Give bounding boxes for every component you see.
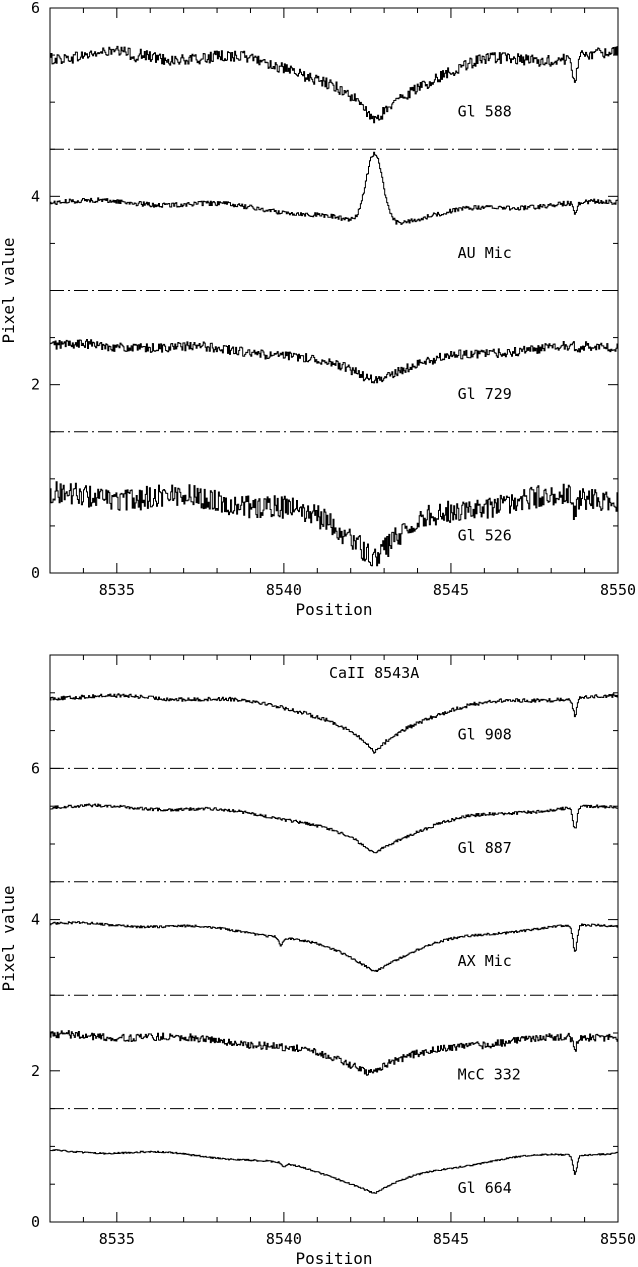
spectrum-line [50, 1149, 619, 1194]
spectrum-line [50, 921, 618, 972]
series-label: AU Mic [458, 244, 512, 262]
x-tick-label: 8535 [99, 1230, 135, 1248]
y-tick-label: 2 [31, 1062, 40, 1080]
y-tick-label: 4 [31, 911, 40, 929]
x-tick-label: 8550 [600, 581, 636, 599]
y-axis-label: Pixel value [0, 238, 18, 344]
series-label: McC 332 [458, 1066, 521, 1084]
spectrum-line [50, 693, 618, 754]
spectrum-line [50, 339, 619, 384]
x-tick-label: 8550 [600, 1230, 636, 1248]
x-tick-label: 8535 [99, 581, 135, 599]
y-tick-label: 6 [31, 0, 40, 17]
x-tick-label: 8540 [266, 581, 302, 599]
y-tick-label: 0 [31, 1213, 40, 1231]
y-tick-label: 0 [31, 564, 40, 582]
y-tick-label: 6 [31, 759, 40, 777]
spectrum-line [50, 481, 619, 567]
panel-title: CaII 8543A [329, 664, 419, 682]
spectrum-line [50, 45, 619, 124]
y-tick-label: 4 [31, 187, 40, 205]
x-tick-label: 8545 [433, 1230, 469, 1248]
spectrum-line [50, 1030, 619, 1076]
chart-panel-1: 8535 8540 8545 8550 0 2 4 6 Position Pixel value G… [0, 0, 636, 619]
x-tick-label: 8540 [266, 1230, 302, 1248]
x-axis-label: Position [295, 1249, 372, 1267]
series-label: Gl 887 [458, 839, 512, 857]
y-axis-label: Pixel value [0, 886, 18, 992]
series-label: Gl 908 [458, 725, 512, 743]
series-label: AX Mic [458, 952, 512, 970]
chart-panel-2: 8535 8540 8545 8550 0 2 4 6 Position Pixel value C… [0, 654, 636, 1267]
y-tick-label: 2 [31, 376, 40, 394]
x-tick-label: 8545 [433, 581, 469, 599]
x-axis-label: Position [295, 600, 372, 619]
spectrum-line [50, 803, 619, 854]
spectrum-line [50, 151, 619, 225]
series-label: Gl 588 [458, 103, 512, 121]
plot-frame [49, 654, 619, 1223]
series-label: Gl 664 [458, 1179, 512, 1197]
series-label: Gl 526 [458, 526, 512, 544]
series-label: Gl 729 [458, 385, 512, 403]
